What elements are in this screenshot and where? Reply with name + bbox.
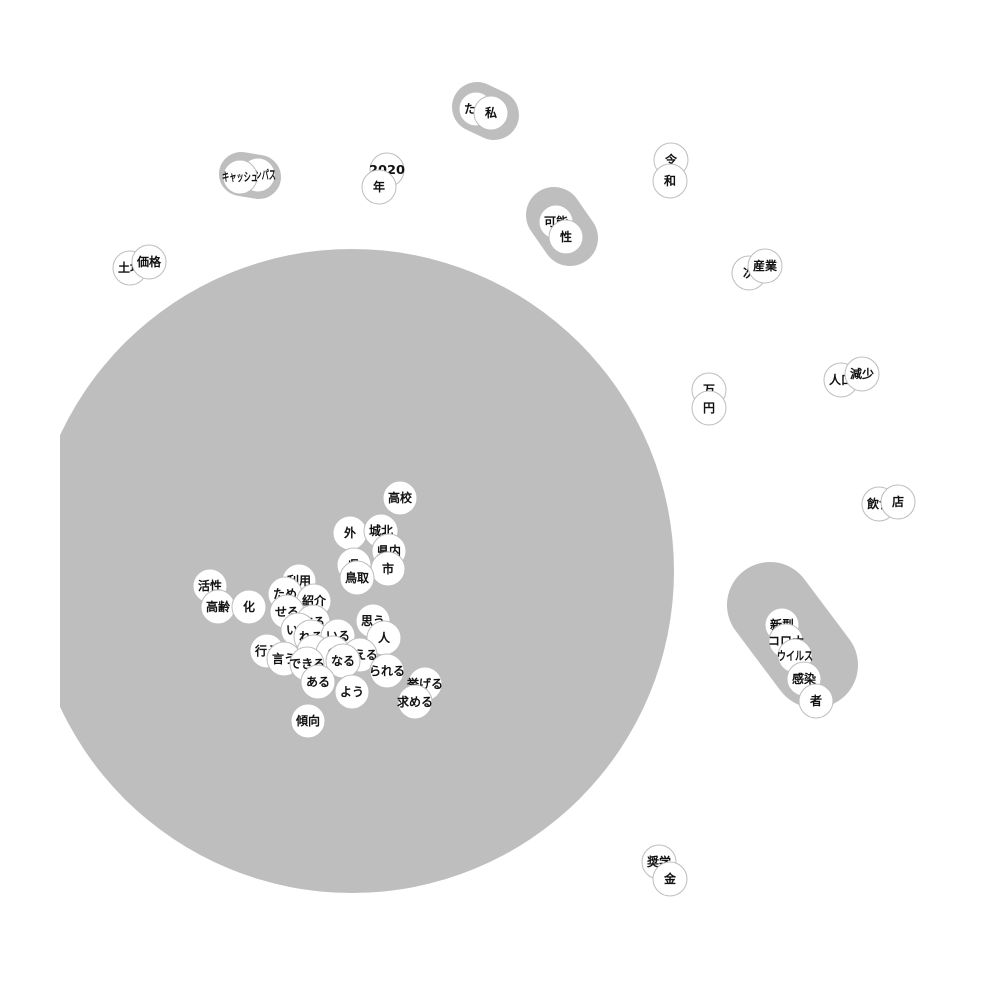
word-node-label: 価格 <box>136 254 162 269</box>
word-node: 者 <box>798 683 834 719</box>
word-node: なる <box>325 643 361 679</box>
word-node: られる <box>369 653 405 689</box>
cluster-layer <box>60 82 858 893</box>
word-node-circle <box>473 95 509 131</box>
word-node: 性 <box>548 219 584 255</box>
word-node-label: ウイルス <box>777 649 813 663</box>
word-node-circle <box>231 589 267 625</box>
word-node: 店 <box>880 484 916 520</box>
word-node: 円 <box>691 390 727 426</box>
word-node-circle <box>131 244 167 280</box>
word-node: キャッシュ <box>222 159 258 195</box>
word-node-label: 傾向 <box>295 713 320 728</box>
word-node: 外 <box>332 515 368 551</box>
word-node: 金 <box>652 861 688 897</box>
word-node-label: 求める <box>397 694 433 709</box>
word-node: 鳥取 <box>339 560 375 596</box>
word-node: 私 <box>473 95 509 131</box>
word-node-label: なる <box>331 654 355 668</box>
word-node-circle <box>290 703 326 739</box>
word-node-label: キャッシュ <box>222 170 258 184</box>
word-node-circle <box>548 219 584 255</box>
word-node-label: 者 <box>809 693 822 708</box>
word-node: 人 <box>366 620 402 656</box>
word-node: よう <box>334 674 370 710</box>
word-node-label: 産業 <box>753 258 778 273</box>
word-node: 化 <box>231 589 267 625</box>
word-node-label: 店 <box>892 494 904 509</box>
word-node-label: 和 <box>663 173 676 188</box>
word-node: 高校 <box>382 480 418 516</box>
word-node-circle <box>652 861 688 897</box>
node-layer: 高校外城北県内県市鳥取活性高齢化利用ため紹介せるするいくれるいる思う人ことの考え… <box>112 91 916 897</box>
word-node-label: 金 <box>663 871 677 886</box>
word-node: 減少 <box>844 356 880 392</box>
word-node-label: 化 <box>243 599 255 614</box>
word-node-label: られる <box>369 664 405 678</box>
word-node-circle <box>361 169 397 205</box>
word-node-label: 紹介 <box>302 593 327 608</box>
word-node-label: 感染 <box>792 671 817 686</box>
word-node: 求める <box>397 684 433 720</box>
word-node-circle <box>397 684 433 720</box>
word-node: 産業 <box>747 248 783 284</box>
word-node-circle <box>798 683 834 719</box>
word-node-circle <box>339 560 375 596</box>
word-node: 傾向 <box>290 703 326 739</box>
word-node: ある <box>300 664 336 700</box>
word-node-circle <box>880 484 916 520</box>
word-node-label: よう <box>340 685 364 699</box>
word-node-label: 円 <box>703 401 715 415</box>
word-node: 高齢 <box>200 589 236 625</box>
word-node: 市 <box>370 551 406 587</box>
word-node: 和 <box>652 163 688 199</box>
word-node-circle <box>300 664 336 700</box>
word-node-circle <box>382 480 418 516</box>
word-node-label: 令 <box>664 152 678 167</box>
word-node-label: 私 <box>484 105 497 120</box>
word-node-label: 人 <box>378 630 391 645</box>
word-node-label: 性 <box>559 229 572 244</box>
word-node-circle <box>222 159 258 195</box>
word-node: 価格 <box>131 244 167 280</box>
word-node-label: 鳥取 <box>345 570 369 585</box>
word-node-label: ある <box>306 675 330 689</box>
word-node-circle <box>369 653 405 689</box>
word-node-label: 活性 <box>198 578 222 593</box>
word-node-circle <box>334 674 370 710</box>
word-node-circle <box>844 356 880 392</box>
word-node-label: 市 <box>382 561 394 576</box>
word-node: 年 <box>361 169 397 205</box>
word-node-label: 高齢 <box>206 599 231 614</box>
word-node-circle <box>747 248 783 284</box>
word-node-circle <box>691 390 727 426</box>
word-node-circle <box>652 163 688 199</box>
word-node-label: 外 <box>344 525 356 540</box>
word-node-label: 年 <box>373 179 385 194</box>
word-node-label: 高校 <box>388 490 413 505</box>
word-node-label: 減少 <box>850 366 874 381</box>
